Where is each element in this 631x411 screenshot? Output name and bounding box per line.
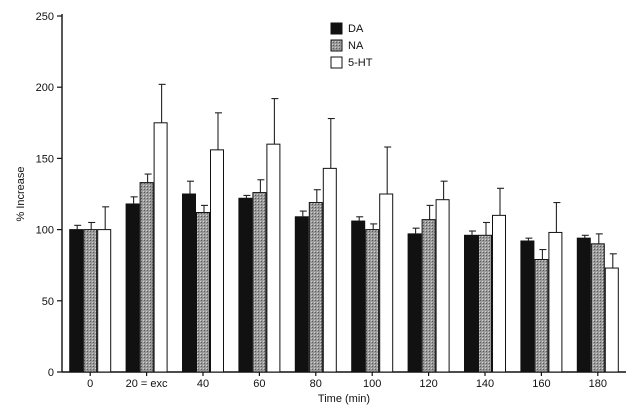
axes: 0 50 100 150 200 250 0 20 = exc 40 60 80 100 120 140 1… [36,11,626,390]
y-tick-label: 250 [36,11,54,23]
legend-swatch-da [330,22,343,35]
x-tick-label: 120 [419,378,437,390]
bar-da-5 [351,220,366,373]
x-tick-label: 0 [87,378,93,390]
bar-5ht-3 [266,143,281,373]
bar-5ht-7 [492,214,506,373]
bar-da-7 [464,234,478,373]
legend-swatch-5ht [330,56,343,69]
bar-na-0 [83,229,98,373]
x-tick-label: 40 [197,378,209,390]
bar-5ht-2 [210,149,224,373]
bar-na-7 [478,234,492,373]
y-axis-title: % Increase [15,166,27,221]
bar-na-1 [139,182,154,373]
bars [69,122,619,373]
bar-da-3 [238,197,253,373]
error-bars [74,83,617,269]
y-tick-label: 0 [48,367,54,379]
y-tick-label: 100 [36,225,54,237]
legend-label-na: NA [348,40,364,52]
bar-5ht-5 [379,193,394,373]
x-tick-label: 80 [310,378,322,390]
bar-5ht-6 [435,199,450,373]
bar-da-8 [520,240,535,373]
bar-na-2 [196,212,210,373]
bar-5ht-9 [604,267,619,373]
x-tick-label: 100 [363,378,381,390]
legend-label-da: DA [348,23,364,35]
bar-da-2 [182,193,196,373]
x-tick-label: 20 = exc [126,378,168,390]
bar-na-6 [421,219,436,373]
bar-5ht-8 [548,231,563,373]
y-tick-label: 50 [42,296,54,308]
bar-da-1 [125,203,140,373]
x-tick-label: 160 [532,378,550,390]
x-tick-label: 60 [253,378,265,390]
bar-5ht-0 [97,229,112,373]
legend-swatch-na [330,39,343,52]
y-tick-label: 150 [36,153,54,165]
bar-da-9 [576,237,591,373]
y-tick-label: 200 [36,82,54,94]
bar-na-3 [252,192,267,373]
x-tick-label: 180 [589,378,607,390]
bar-5ht-1 [153,122,168,373]
bar-da-6 [407,233,422,373]
bar-na-4 [308,202,323,373]
x-axis-title: Time (min) [318,393,370,405]
bar-na-9 [590,243,605,373]
bar-5ht-4 [322,167,337,373]
bar-na-8 [534,259,549,373]
bar-da-4 [294,216,309,373]
x-tick-label: 140 [476,378,494,390]
legend-label-5ht: 5-HT [348,57,373,69]
bar-na-5 [365,229,380,373]
legend: DA NA 5-HT [330,22,373,69]
bar-da-0 [69,229,84,373]
